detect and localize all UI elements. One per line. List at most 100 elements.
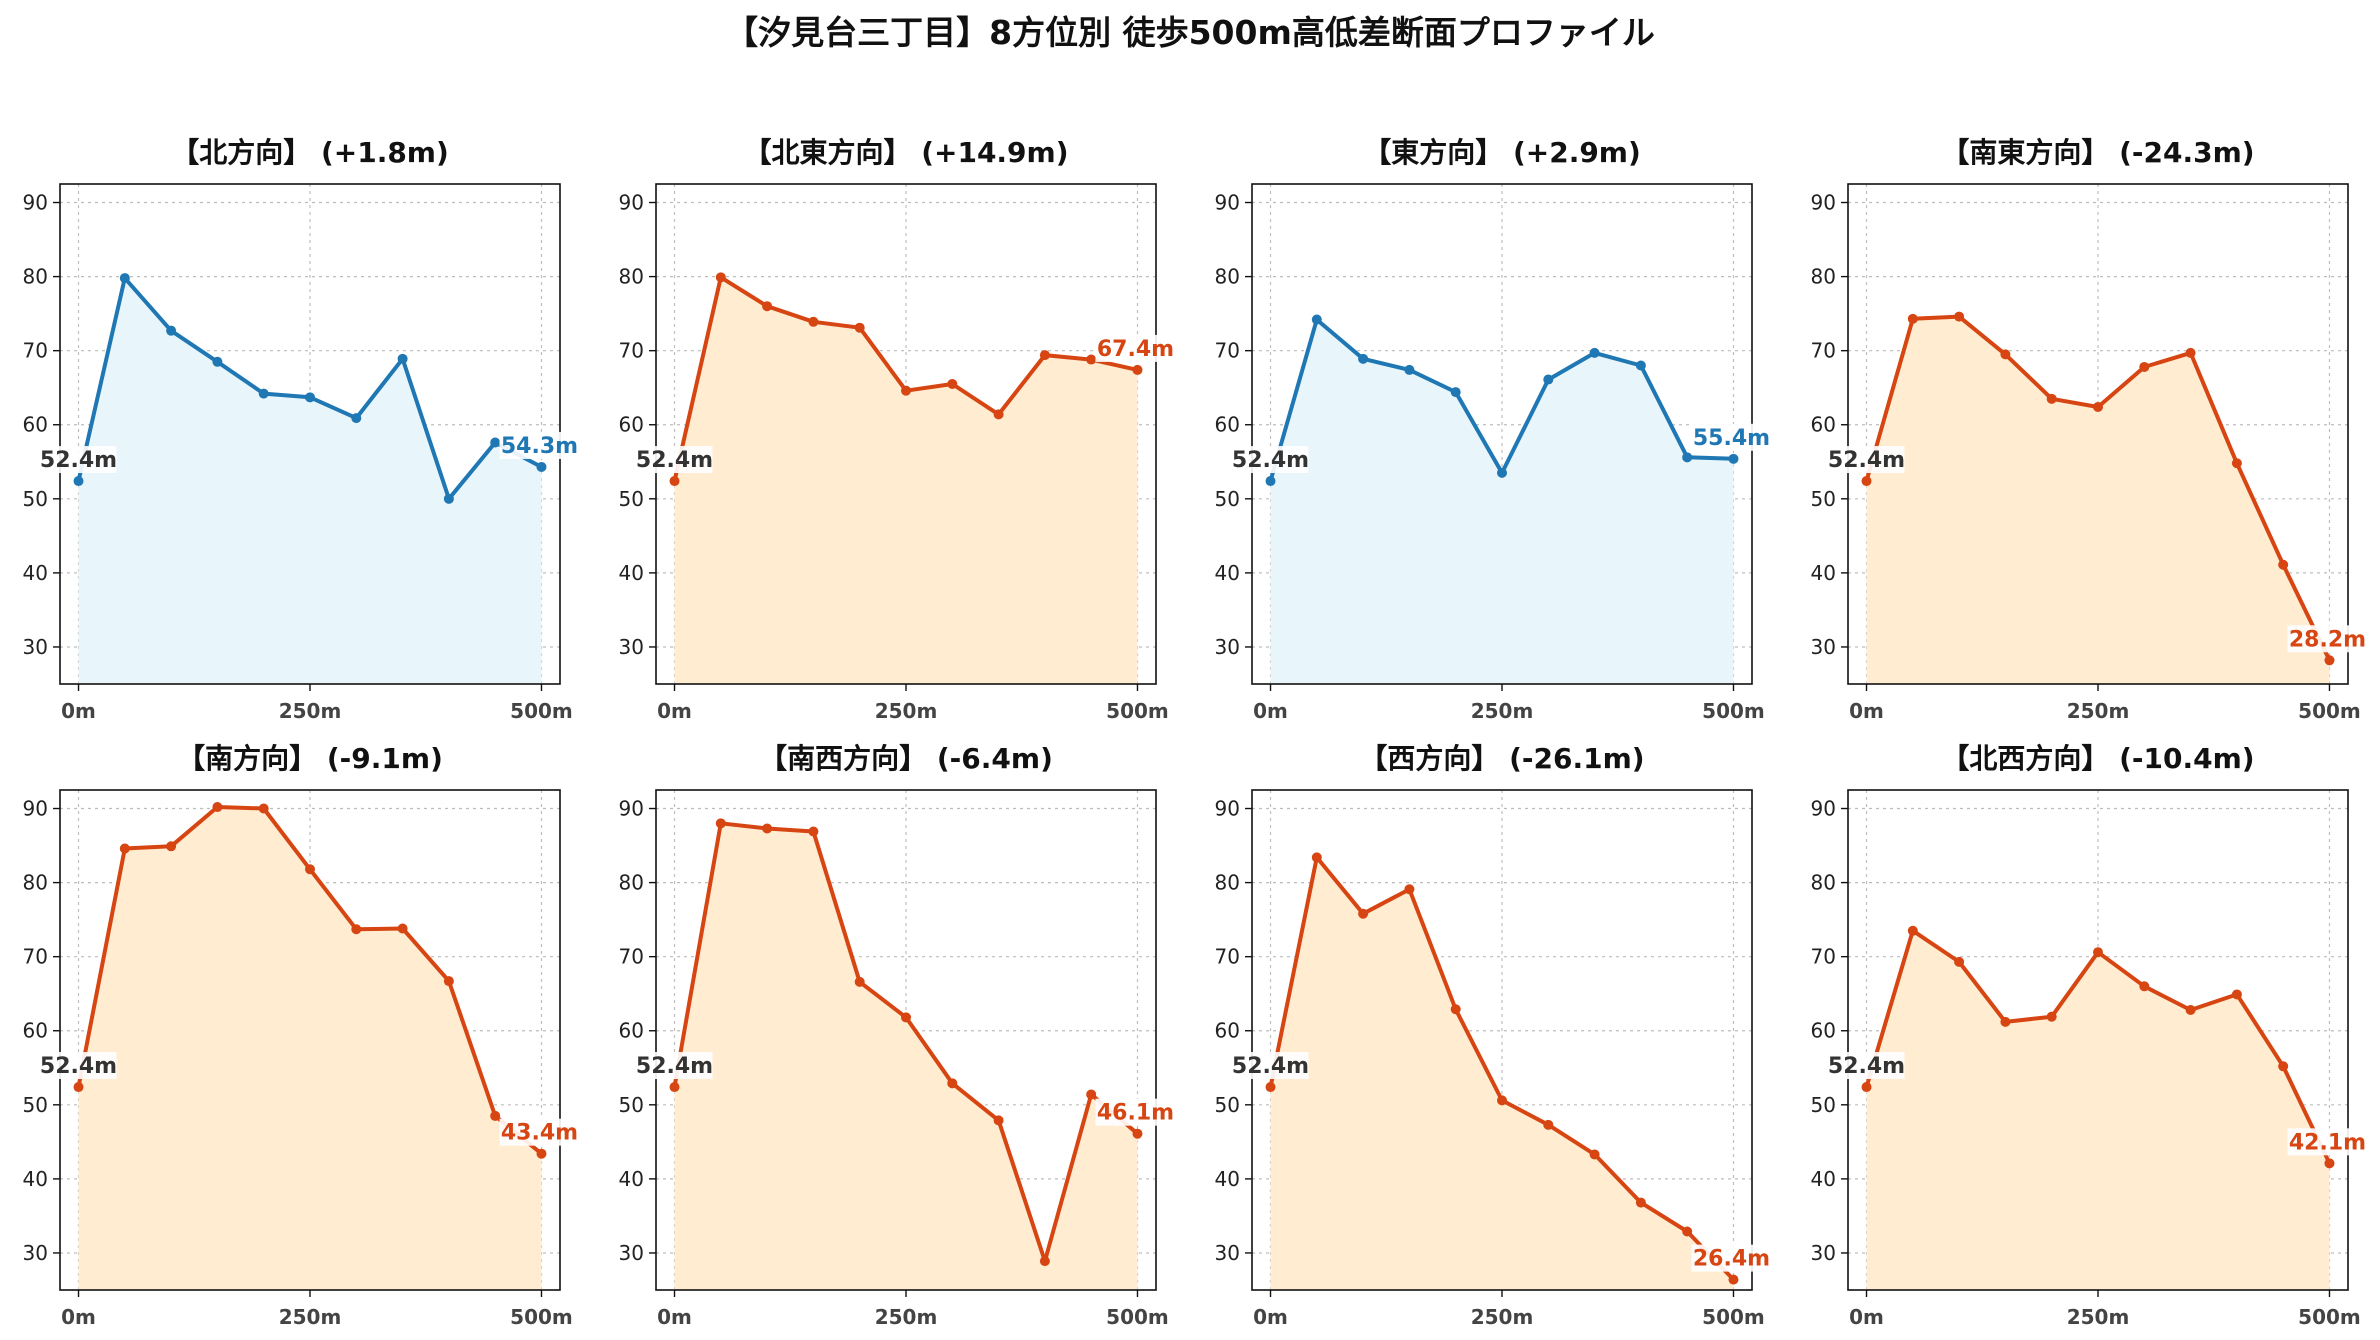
data-point [119,843,130,854]
x-tick-label: 500m [510,1305,573,1329]
start-label-box [40,1052,117,1080]
start-label: 52.4m [40,448,117,473]
y-tick-label: 40 [23,1167,48,1191]
panel-0: 【北方向】 (+1.8m) 30 40 50 60 70 80 90 0m 250m 500m 52.… [23,136,580,723]
y-tick-label: 60 [23,413,48,437]
y-tick-label: 40 [1215,1167,1240,1191]
y-tick-label: 70 [619,945,644,969]
y-tick-label: 50 [619,487,644,511]
start-label-box [1232,446,1309,474]
data-point [305,864,315,875]
x-tick-label: 250m [875,699,938,723]
start-label: 52.4m [636,1054,713,1079]
data-point [2278,559,2289,570]
data-point [1404,364,1415,375]
y-tick-label: 60 [1811,1019,1836,1043]
panel-title: 【北東方向】 (+14.9m) [743,136,1068,169]
data-point [808,826,819,837]
x-tick-label: 0m [657,1305,692,1329]
data-point [854,976,865,987]
y-tick-label: 60 [619,1019,644,1043]
data-point [2139,361,2150,372]
panel-5: 【南西方向】 (-6.4m) 30 40 50 60 70 80 90 0m 250m 500m 52… [619,742,1176,1329]
panel-2: 【東方向】 (+2.9m) 30 40 50 60 70 80 90 0m 250m 500m 52.… [1215,136,1772,723]
data-point [715,272,726,283]
y-tick-label: 40 [619,1167,644,1191]
y-tick-label: 30 [23,635,48,659]
data-point [669,1082,680,1093]
x-tick-label: 250m [2067,699,2130,723]
y-tick-label: 40 [23,561,48,585]
data-point [1358,353,1369,364]
start-label: 52.4m [40,1054,117,1079]
data-point [1086,1089,1097,1100]
data-point [305,392,315,403]
y-tick-label: 30 [1811,635,1836,659]
x-tick-label: 250m [1471,699,1534,723]
y-tick-label: 80 [23,871,48,895]
data-point [2139,981,2150,992]
y-tick-label: 50 [1811,1093,1836,1117]
end-label-box [1691,1244,1772,1272]
data-point [1497,1095,1507,1106]
data-point [1311,314,1322,325]
y-tick-label: 80 [1811,265,1836,289]
data-point [1039,350,1050,361]
start-label-box [1828,1052,1905,1080]
y-tick-label: 60 [1811,413,1836,437]
data-point [762,301,773,312]
data-point [258,388,269,399]
start-label: 52.4m [1232,1054,1309,1079]
y-tick-label: 30 [23,1241,48,1265]
data-point [1311,852,1322,863]
y-tick-label: 70 [1215,945,1240,969]
y-tick-label: 80 [1215,265,1240,289]
panel-1: 【北東方向】 (+14.9m) 30 40 50 60 70 80 90 0m 250m 500m 5… [619,136,1176,723]
figure-title: 【汐見台三丁目】8方位別 徒歩500m高低差断面プロファイル [725,13,1655,52]
panel-title: 【東方向】 (+2.9m) [1363,136,1641,169]
start-label-box [636,446,713,474]
y-tick-label: 40 [1215,561,1240,585]
y-tick-label: 70 [23,339,48,363]
y-tick-label: 40 [619,561,644,585]
data-point [1497,467,1507,478]
data-point [490,437,501,448]
y-tick-label: 90 [619,797,644,821]
end-label-box [1691,423,1772,451]
data-point [258,803,269,814]
y-tick-label: 50 [1811,487,1836,511]
data-point [993,1115,1004,1126]
end-label-box [1095,1098,1176,1126]
data-point [2000,1016,2011,1027]
data-point [1907,313,1918,324]
y-tick-label: 90 [1215,191,1240,215]
end-label: 43.4m [501,1121,578,1146]
data-point [1954,311,1965,322]
data-point [2046,1011,2057,1022]
start-label-box [1232,1052,1309,1080]
y-tick-label: 40 [1811,1167,1836,1191]
data-point [1039,1256,1050,1267]
end-label-box [1095,334,1176,362]
data-point [1635,1197,1646,1208]
y-tick-label: 40 [1811,561,1836,585]
end-label-box [499,1118,580,1146]
panel-title: 【北方向】 (+1.8m) [171,136,449,169]
data-point [1404,884,1415,895]
data-point [1861,476,1872,487]
y-tick-label: 90 [1215,797,1240,821]
start-label-box [636,1052,713,1080]
panel-title: 【北西方向】 (-10.4m) [1941,742,2254,775]
data-point [1358,908,1369,919]
x-tick-label: 250m [279,1305,342,1329]
data-point [1589,1149,1600,1160]
y-tick-label: 60 [1215,1019,1240,1043]
area-fill [78,807,542,1290]
end-label: 54.3m [501,434,578,459]
y-tick-label: 80 [619,871,644,895]
data-point [1543,374,1554,385]
data-point [2000,349,2011,360]
data-point [854,322,865,333]
x-tick-label: 0m [1849,1305,1884,1329]
